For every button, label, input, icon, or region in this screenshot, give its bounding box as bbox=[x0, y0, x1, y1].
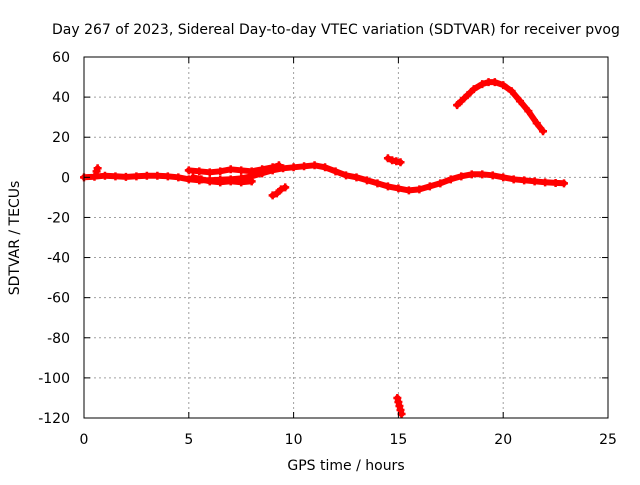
data-point bbox=[425, 182, 434, 191]
x-tick-label: 5 bbox=[184, 432, 193, 448]
data-point bbox=[532, 119, 541, 128]
data-point bbox=[268, 163, 277, 172]
data-point bbox=[469, 85, 478, 94]
data-point bbox=[383, 154, 392, 163]
data-point bbox=[90, 172, 99, 181]
data-point bbox=[559, 179, 568, 188]
data-point bbox=[331, 167, 340, 176]
data-point bbox=[281, 183, 290, 192]
y-tick-label: -40 bbox=[47, 251, 70, 267]
grid-layer bbox=[84, 57, 608, 418]
data-point bbox=[541, 178, 550, 187]
data-point bbox=[310, 161, 319, 170]
data-point bbox=[237, 166, 246, 175]
y-tick-label: 40 bbox=[52, 90, 70, 106]
data-point bbox=[195, 167, 204, 176]
data-point bbox=[415, 185, 424, 194]
x-tick-label: 15 bbox=[389, 432, 407, 448]
data-point bbox=[520, 176, 529, 185]
data-point bbox=[174, 173, 183, 182]
data-point bbox=[142, 171, 151, 180]
data-point bbox=[342, 171, 350, 180]
data-point bbox=[205, 177, 214, 186]
data-point bbox=[499, 81, 508, 90]
data-point bbox=[321, 163, 330, 172]
data-point bbox=[153, 171, 162, 180]
x-tick-label: 0 bbox=[80, 432, 89, 448]
data-point bbox=[277, 185, 286, 194]
data-point bbox=[237, 178, 246, 187]
data-point bbox=[457, 97, 466, 106]
y-tick-label: 20 bbox=[52, 130, 70, 146]
data-point bbox=[478, 80, 487, 89]
data-point bbox=[394, 184, 403, 193]
data-point bbox=[226, 165, 235, 174]
y-tick-label: 0 bbox=[61, 170, 70, 186]
data-point bbox=[188, 173, 197, 182]
data-point bbox=[216, 178, 225, 187]
data-point bbox=[352, 173, 361, 182]
data-point bbox=[216, 167, 225, 176]
x-axis-label: GPS time / hours bbox=[287, 458, 404, 474]
y-tick-label: -20 bbox=[47, 210, 70, 226]
data-point bbox=[362, 176, 371, 185]
data-point bbox=[197, 175, 206, 184]
series-track-upper-track bbox=[185, 162, 282, 176]
data-point bbox=[467, 170, 476, 179]
data-point bbox=[383, 182, 392, 191]
data-point bbox=[515, 97, 524, 106]
data-point bbox=[551, 178, 560, 187]
x-tick-label: 20 bbox=[494, 432, 512, 448]
data-point bbox=[539, 127, 548, 136]
data-point bbox=[289, 163, 298, 172]
data-point bbox=[258, 165, 267, 174]
data-point bbox=[446, 175, 455, 184]
data-point bbox=[509, 175, 518, 184]
data-point bbox=[93, 164, 102, 173]
y-tick-label: -80 bbox=[47, 331, 70, 347]
y-tick-label: -120 bbox=[38, 411, 70, 427]
chart-title: Day 267 of 2023, Sidereal Day-to-day VTE… bbox=[52, 22, 620, 38]
data-point bbox=[226, 177, 235, 186]
data-point bbox=[111, 172, 120, 181]
data-point bbox=[300, 162, 309, 171]
data-point bbox=[453, 101, 462, 110]
data-point bbox=[132, 172, 141, 181]
data-point bbox=[488, 171, 497, 180]
data-point bbox=[463, 91, 472, 100]
data-point bbox=[396, 158, 405, 167]
data-point bbox=[436, 179, 445, 188]
data-point bbox=[499, 173, 508, 182]
data-point bbox=[279, 164, 288, 173]
plot-frame bbox=[83, 56, 609, 419]
data-point bbox=[100, 171, 109, 180]
data-point bbox=[121, 172, 130, 181]
data-point bbox=[530, 177, 539, 186]
data-point bbox=[524, 107, 533, 116]
data-point bbox=[163, 172, 172, 181]
y-tick-label: -60 bbox=[47, 291, 70, 307]
data-point bbox=[404, 186, 413, 195]
data-point bbox=[268, 191, 277, 200]
data-point bbox=[507, 87, 516, 96]
data-point bbox=[274, 161, 283, 170]
data-point bbox=[490, 78, 499, 87]
data-point bbox=[247, 167, 256, 176]
data-point bbox=[272, 189, 281, 198]
data-point bbox=[247, 177, 256, 186]
data-point bbox=[205, 168, 214, 177]
data-point bbox=[184, 166, 193, 175]
x-tick-label: 25 bbox=[599, 432, 617, 448]
data-point bbox=[373, 179, 382, 188]
data-layer bbox=[80, 78, 568, 418]
tick-layer: 0 5 10 15 20 25 -120 -100 -80 -60 -40 -20 0 20 40 60 bbox=[38, 50, 617, 448]
data-point bbox=[478, 170, 487, 179]
y-tick-label: 60 bbox=[52, 50, 70, 66]
y-axis-label: SDTVAR / TECUs bbox=[7, 181, 23, 296]
data-point bbox=[457, 172, 466, 181]
x-tick-label: 10 bbox=[285, 432, 303, 448]
y-tick-label: -100 bbox=[38, 371, 70, 387]
